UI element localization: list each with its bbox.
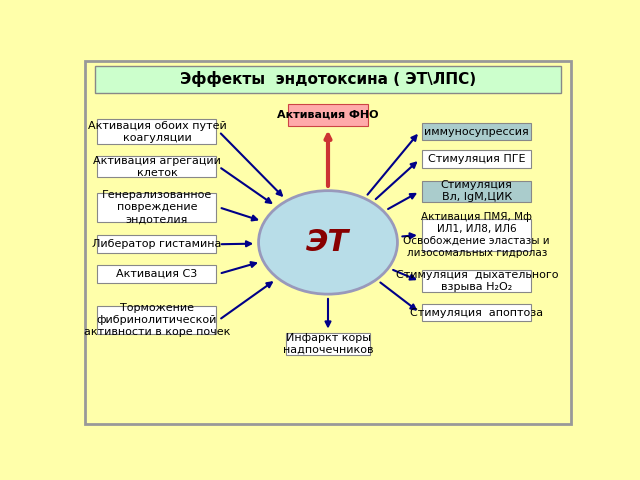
FancyBboxPatch shape (95, 66, 561, 93)
Text: ЭТ: ЭТ (307, 228, 349, 257)
FancyBboxPatch shape (97, 119, 216, 144)
Text: Активация ФНО: Активация ФНО (277, 110, 379, 120)
Text: Стимуляция  дыхательного
взрыва H₂O₂: Стимуляция дыхательного взрыва H₂O₂ (396, 270, 558, 292)
FancyBboxPatch shape (422, 123, 531, 140)
Text: Активация С3: Активация С3 (116, 269, 198, 279)
FancyBboxPatch shape (286, 333, 370, 355)
FancyBboxPatch shape (288, 104, 367, 126)
FancyBboxPatch shape (97, 265, 216, 283)
FancyBboxPatch shape (422, 304, 531, 322)
Text: Активация агрегации
клеток: Активация агрегации клеток (93, 156, 221, 178)
Text: Стимуляция
Вл, IgM,ЦИК: Стимуляция Вл, IgM,ЦИК (441, 180, 513, 203)
FancyBboxPatch shape (422, 150, 531, 168)
FancyBboxPatch shape (97, 235, 216, 253)
Text: Эффекты  эндотоксина ( ЭТ\ЛПС): Эффекты эндотоксина ( ЭТ\ЛПС) (180, 72, 476, 87)
Text: Либератор гистамина: Либератор гистамина (92, 239, 221, 249)
FancyBboxPatch shape (97, 193, 216, 222)
FancyBboxPatch shape (422, 219, 531, 251)
FancyBboxPatch shape (85, 61, 571, 423)
Text: Активация обоих путей
коагуляции: Активация обоих путей коагуляции (88, 120, 227, 143)
Text: Стимуляция  апоптоза: Стимуляция апоптоза (410, 308, 543, 318)
Text: Торможение
фибринолитической
активности в коре почек: Торможение фибринолитической активности … (84, 303, 230, 337)
FancyBboxPatch shape (97, 306, 216, 335)
Text: Генерализованное
повреждение
эндотелия: Генерализованное повреждение эндотелия (102, 190, 212, 224)
FancyBboxPatch shape (422, 271, 531, 292)
Text: Стимуляция ПГЕ: Стимуляция ПГЕ (428, 154, 525, 164)
FancyBboxPatch shape (97, 156, 216, 177)
Circle shape (259, 191, 397, 294)
FancyBboxPatch shape (422, 180, 531, 202)
Text: иммуносупрессия: иммуносупрессия (424, 127, 529, 136)
Text: Активация ПМЯ, Мф
ИЛ1, ИЛ8, ИЛ6
Освобождение эластазы и
лизосомальных гидролаз: Активация ПМЯ, Мф ИЛ1, ИЛ8, ИЛ6 Освобожд… (403, 212, 550, 258)
Text: Инфаркт коры
надпочечников: Инфаркт коры надпочечников (283, 333, 373, 355)
